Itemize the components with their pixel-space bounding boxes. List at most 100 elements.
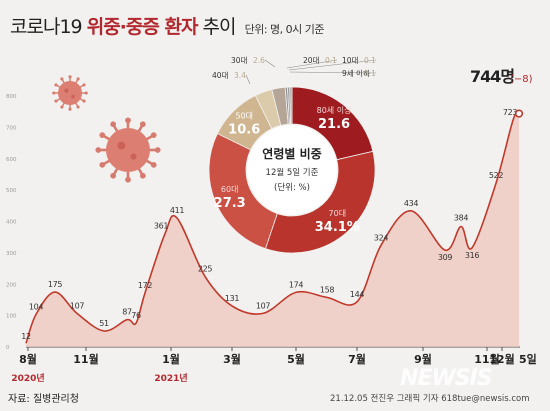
data-label: 158 (320, 285, 335, 294)
virus-spike-tip (54, 83, 58, 87)
x-tick-label: 7월 (348, 352, 366, 366)
virus-icon (95, 117, 161, 183)
callout-line (264, 59, 276, 68)
series-line (25, 112, 520, 344)
pie-slice-name: 80세 이상 (317, 105, 352, 115)
virus-spike-tip (99, 132, 106, 139)
data-label: 12 (21, 332, 31, 341)
data-label: 104 (29, 302, 44, 311)
area-fill (26, 112, 519, 348)
virus-spike-tip (125, 176, 131, 183)
title-emphasis: 위중·중증 환자 (86, 16, 199, 38)
y-tick-label: 0 (6, 345, 10, 351)
data-label: 309 (438, 253, 453, 262)
virus-dot (117, 141, 126, 150)
pie-slice (208, 133, 278, 250)
virus-spike-tip (99, 161, 106, 168)
pie-callout-name: 40대 (212, 71, 229, 80)
pie-callout-name: 10대 (342, 56, 359, 65)
x-tick-label: 5월 (287, 352, 305, 366)
pie-unit: (단위: %) (274, 182, 310, 193)
data-label: 723 (503, 108, 518, 117)
data-label: 144 (350, 290, 365, 299)
y-tick-label: 700 (6, 125, 17, 131)
y-tick-label: 400 (6, 220, 17, 226)
data-label: 175 (48, 280, 63, 289)
data-label: 316 (465, 251, 480, 260)
x-tick-label: 11월 (73, 352, 98, 366)
last-change-label: (−8) (510, 74, 533, 85)
data-label: 225 (198, 264, 213, 273)
virus-spike-tip (60, 77, 64, 81)
x-year-label: 2020년 (11, 372, 44, 384)
y-tick-label: 200 (6, 282, 17, 288)
unit-note: 단위: 명, 0시 기준 (244, 23, 325, 36)
x-tick-label: 1월 (162, 352, 180, 366)
callout-line (289, 71, 377, 74)
virus-spike-tip (76, 77, 80, 81)
x-year-label: 2021년 (154, 372, 187, 384)
data-label: 174 (289, 280, 304, 289)
virus-body (106, 128, 150, 172)
pie-slice-name: 50대 (235, 111, 253, 120)
virus-spike-tip (154, 147, 161, 153)
data-label: 434 (404, 199, 419, 208)
data-label: 361 (154, 222, 169, 231)
pie-slice-value: 34.1% (315, 220, 360, 235)
pie-slice-value: 10.6 (228, 122, 260, 137)
data-label: 384 (454, 214, 469, 223)
data-label: 172 (138, 281, 153, 290)
virus-spike-tip (110, 172, 117, 179)
virus-dot (130, 153, 137, 160)
pie-subtitle: 12월 5일 기준 (266, 167, 319, 178)
virus-spike-tip (139, 172, 146, 179)
data-label: 131 (225, 294, 240, 303)
callout-line (245, 74, 251, 85)
last-point-marker (514, 109, 524, 118)
donut-hole (247, 125, 337, 215)
virus-spike-tip (68, 75, 72, 79)
credit-line: 21.12.05 전진우 그래픽 기자 618tue@newsis.com (330, 394, 530, 404)
pie-callout-value: 0.1 (364, 69, 376, 78)
data-label: 51 (99, 319, 109, 328)
pie-callout-value: 0.1 (364, 56, 376, 65)
virus-spike-tip (54, 99, 58, 103)
y-tick-label: 100 (6, 314, 17, 320)
newsis-logo: NEWSIS (400, 366, 493, 391)
pie-callout-value: 2.6 (253, 56, 265, 65)
virus-spike-tip (84, 91, 88, 95)
pie-callout-name: 20대 (303, 56, 320, 65)
virus-dot (71, 94, 75, 99)
virus-spike-tip (150, 132, 157, 139)
callout-line (288, 59, 377, 71)
x-tick-label: 8월 (19, 352, 37, 366)
title-prefix: 코로나19 (10, 16, 83, 38)
virus-dot (64, 88, 69, 93)
virus-spike-tip (52, 91, 56, 95)
pie-callout-value: 0.1 (325, 56, 337, 65)
pie-callout-value: 3.4 (234, 71, 246, 80)
pie-slice (264, 150, 376, 254)
virus-spike-tip (95, 147, 102, 153)
virus-icon (52, 75, 88, 111)
data-label: 76 (131, 311, 141, 320)
virus-spike-tip (68, 107, 72, 111)
data-label: 107 (256, 301, 271, 310)
virus-spike-tip (150, 161, 157, 168)
y-tick-label: 800 (6, 94, 17, 100)
data-label: 522 (489, 171, 504, 180)
virus-spike-tip (125, 117, 131, 124)
pie-callout-name: 30대 (231, 56, 248, 65)
pie-slice-name: 60대 (221, 185, 239, 194)
y-tick-label: 300 (6, 251, 17, 257)
virus-spike-tip (110, 121, 117, 128)
y-tick-label: 600 (6, 157, 17, 163)
page-title: 코로나19 위중·중증 환자 추이 단위: 명, 0시 기준 (10, 12, 325, 39)
pie-callout-name: 9세 이하 (342, 68, 370, 78)
pie-title: 연령별 비중 (262, 146, 321, 161)
callout-line (286, 59, 338, 69)
virus-spike-tip (82, 83, 86, 87)
x-tick-label: 3월 (223, 352, 241, 366)
virus-spike-tip (139, 121, 146, 128)
